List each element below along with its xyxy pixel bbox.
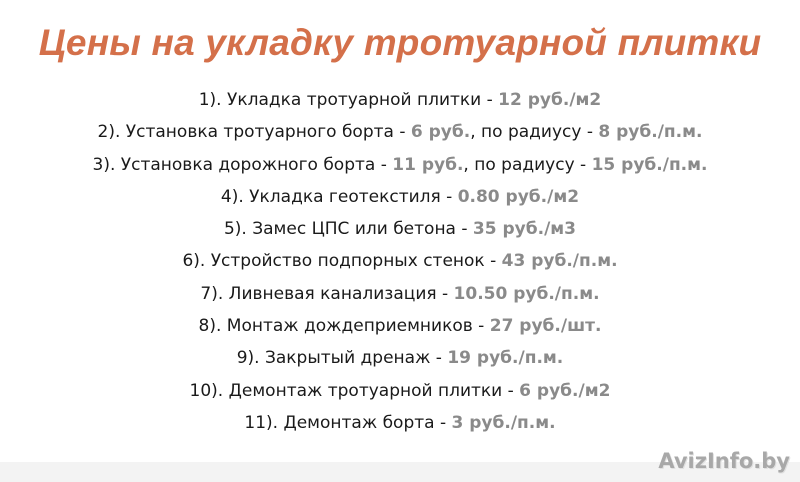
price-list-item: 7). Ливневая канализация - 10.50 руб./п.… [0,278,800,310]
price-value: 27 руб./шт. [489,316,602,337]
service-label: 4). Укладка геотекстиля - [220,186,458,207]
price-list-item: 10). Демонтаж тротуарной плитки - 6 руб.… [0,375,800,407]
price-value: 43 руб./п.м. [501,251,618,272]
service-label: 6). Устройство подпорных стенок - [182,251,502,272]
price-list-item: 11). Демонтаж борта - 3 руб./п.м. [0,407,800,439]
price-value: 11 руб. [392,154,464,175]
price-value: 12 руб./м2 [498,90,602,110]
price-list-item: 4). Укладка геотекстиля - 0.80 руб./м2 [0,181,800,213]
price-list-item: 2). Установка тротуарного борта - 6 руб.… [0,116,800,148]
price-value: 10.50 руб./п.м. [453,283,600,304]
price-value: 19 руб./п.м. [447,348,564,369]
price-value: 8 руб./п.м. [598,122,703,143]
price-value: 6 руб. [410,122,471,143]
service-label: 1). Укладка тротуарной плитки - [198,90,499,110]
watermark-logo: AvizInfo.by [658,449,790,473]
price-list-item: 6). Устройство подпорных стенок - 43 руб… [0,245,800,277]
service-label: 10). Демонтаж тротуарной плитки - [189,380,520,401]
price-list-item: 9). Закрытый дренаж - 19 руб./п.м. [0,342,800,374]
service-label: 5). Замес ЦПС или бетона - [223,219,473,240]
price-value: 35 руб./м3 [472,219,577,240]
service-label: , по радиусу - [470,122,599,143]
page-title: Цены на укладку тротуарной плитки [38,22,762,63]
price-list-item: 5). Замес ЦПС или бетона - 35 руб./м3 [0,213,800,245]
service-label: 2). Установка тротуарного борта - [97,122,411,143]
price-list: 1). Укладка тротуарной плитки - 12 руб./… [0,84,800,439]
service-label: 8). Монтаж дождеприемников - [198,316,490,337]
price-list-item: 8). Монтаж дождеприемников - 27 руб./шт. [0,310,800,342]
price-value: 15 руб./п.м. [591,154,708,175]
service-label: 3). Установка дорожного борта - [92,154,393,175]
price-list-item: 3). Установка дорожного борта - 11 руб.,… [0,149,800,181]
service-label: 11). Демонтаж борта - [244,412,452,433]
price-value: 6 руб./м2 [519,380,611,401]
price-list-item: 1). Укладка тротуарной плитки - 12 руб./… [0,84,800,116]
footer-bar [0,462,800,482]
price-value: 0.80 руб./м2 [457,186,580,207]
price-value: 3 руб./п.м. [451,412,556,433]
service-label: , по радиусу - [463,154,592,175]
service-label: 9). Закрытый дренаж - [236,348,448,369]
service-label: 7). Ливневая канализация - [200,283,454,304]
